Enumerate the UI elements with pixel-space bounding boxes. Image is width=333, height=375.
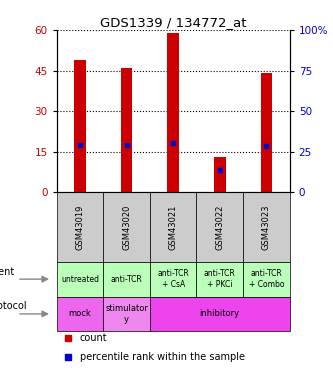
- Text: GSM43019: GSM43019: [75, 204, 85, 250]
- Bar: [150, 297, 290, 331]
- Text: anti-TCR
+ PKCi: anti-TCR + PKCi: [204, 270, 236, 289]
- Text: GSM43022: GSM43022: [215, 204, 224, 250]
- Text: anti-TCR
+ Combo: anti-TCR + Combo: [249, 270, 284, 289]
- Text: anti-TCR
+ CsA: anti-TCR + CsA: [157, 270, 189, 289]
- Bar: [167, 33, 179, 192]
- Bar: [243, 192, 290, 262]
- Bar: [260, 73, 272, 192]
- Text: GSM43021: GSM43021: [168, 204, 178, 250]
- Bar: [196, 262, 243, 297]
- Bar: [196, 192, 243, 262]
- Bar: [103, 297, 150, 331]
- Bar: [57, 192, 103, 262]
- Bar: [74, 60, 86, 192]
- Bar: [121, 68, 133, 192]
- Text: agent: agent: [0, 267, 15, 276]
- Text: inhibitory: inhibitory: [200, 309, 240, 318]
- Text: GSM43023: GSM43023: [262, 204, 271, 250]
- Text: protocol: protocol: [0, 301, 26, 311]
- Bar: [57, 297, 103, 331]
- Bar: [150, 262, 196, 297]
- Title: GDS1339 / 134772_at: GDS1339 / 134772_at: [100, 16, 246, 29]
- Bar: [150, 192, 196, 262]
- Text: percentile rank within the sample: percentile rank within the sample: [80, 352, 245, 362]
- Bar: [214, 157, 226, 192]
- Text: GSM43020: GSM43020: [122, 204, 131, 250]
- Text: mock: mock: [69, 309, 91, 318]
- Text: untreated: untreated: [61, 274, 99, 284]
- Bar: [103, 262, 150, 297]
- Bar: [57, 262, 103, 297]
- Bar: [243, 262, 290, 297]
- Text: anti-TCR: anti-TCR: [111, 274, 143, 284]
- Bar: [103, 192, 150, 262]
- Text: stimulator
y: stimulator y: [105, 304, 148, 324]
- Text: count: count: [80, 333, 108, 344]
